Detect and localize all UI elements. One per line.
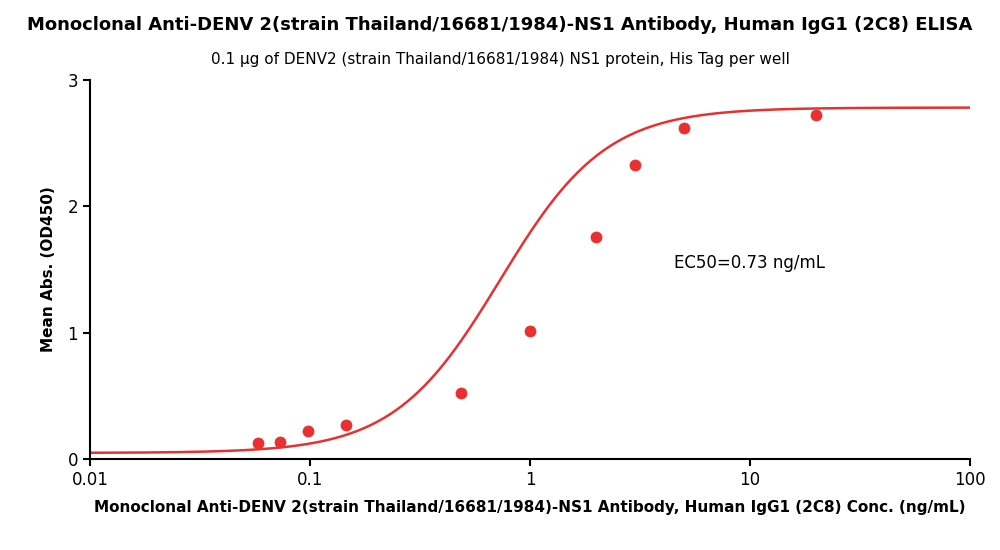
Point [250, 438, 266, 447]
Point [272, 437, 288, 446]
Text: 0.1 μg of DENV2 (strain Thailand/16681/1984) NS1 protein, His Tag per well: 0.1 μg of DENV2 (strain Thailand/16681/1… [211, 52, 789, 67]
Point [522, 327, 538, 336]
Point [676, 123, 692, 132]
Point [338, 421, 354, 430]
Point [300, 427, 316, 436]
Text: Monoclonal Anti-DENV 2(strain Thailand/16681/1984)-NS1 Antibody, Human IgG1 (2C8: Monoclonal Anti-DENV 2(strain Thailand/1… [27, 16, 973, 35]
X-axis label: Monoclonal Anti-DENV 2(strain Thailand/16681/1984)-NS1 Antibody, Human IgG1 (2C8: Monoclonal Anti-DENV 2(strain Thailand/1… [94, 500, 966, 515]
Point [627, 160, 643, 169]
Point [808, 111, 824, 119]
Y-axis label: Mean Abs. (OD450): Mean Abs. (OD450) [41, 186, 56, 353]
Point [453, 389, 469, 398]
Point [588, 232, 604, 241]
Text: EC50=0.73 ng/mL: EC50=0.73 ng/mL [674, 254, 825, 272]
